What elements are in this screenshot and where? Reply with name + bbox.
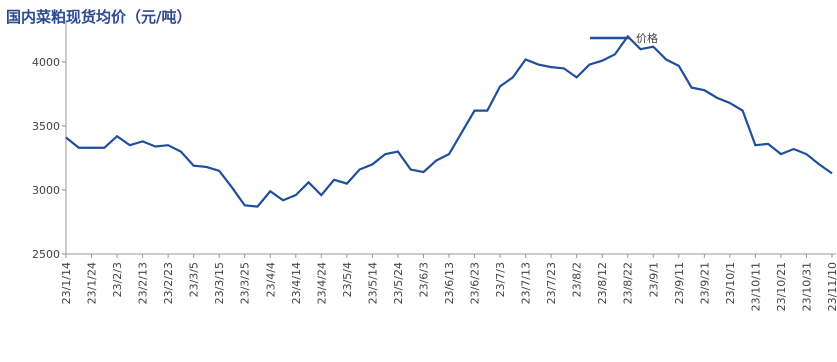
x-tick-label: 23/8/22 bbox=[622, 262, 635, 304]
x-tick-label: 23/4/4 bbox=[264, 262, 277, 297]
legend-label: 价格 bbox=[636, 31, 658, 45]
x-tick-label: 23/1/24 bbox=[86, 262, 99, 304]
x-tick-label: 23/10/31 bbox=[800, 262, 813, 311]
x-tick-label: 23/7/13 bbox=[520, 262, 533, 304]
x-tick-label: 23/6/23 bbox=[469, 262, 482, 304]
x-tick-label: 23/2/3 bbox=[111, 262, 124, 297]
x-tick-label: 23/2/13 bbox=[137, 262, 150, 304]
x-tick-label: 23/8/12 bbox=[596, 262, 609, 304]
x-tick-label: 23/1/14 bbox=[60, 262, 73, 304]
x-tick-label: 23/4/24 bbox=[315, 262, 328, 304]
line bbox=[65, 34, 833, 208]
x-tick-label: 23/7/3 bbox=[494, 262, 507, 297]
x-tick-label: 23/2/23 bbox=[162, 262, 175, 304]
chart-title: 国内菜粕现货均价（元/吨） bbox=[6, 8, 191, 26]
x-tick-label: 23/10/1 bbox=[724, 262, 737, 304]
x-tick-label: 23/7/23 bbox=[545, 262, 558, 304]
y-tick-label: 4000 bbox=[32, 56, 60, 69]
x-tick-label: 23/3/5 bbox=[188, 262, 201, 297]
x-tick-label: 23/6/13 bbox=[443, 262, 456, 304]
y-tick-label: 3500 bbox=[32, 120, 60, 133]
x-tick-label: 23/9/1 bbox=[647, 262, 660, 297]
x-tick-label: 23/9/21 bbox=[698, 262, 711, 304]
x-tick-label: 23/3/25 bbox=[239, 262, 252, 304]
x-tick-label: 23/4/14 bbox=[290, 262, 303, 304]
x-tick-label: 23/5/14 bbox=[366, 262, 379, 304]
x-tick-label: 23/8/2 bbox=[571, 262, 584, 297]
x-tick-label: 23/5/24 bbox=[392, 262, 405, 304]
y-tick-label: 3000 bbox=[32, 184, 60, 197]
x-tick-label: 23/10/11 bbox=[749, 262, 762, 311]
x-tick-label: 23/11/10 bbox=[826, 262, 837, 311]
x-tick-label: 23/10/21 bbox=[775, 262, 788, 311]
x-tick-label: 23/3/15 bbox=[213, 262, 226, 304]
x-tick-label: 23/9/11 bbox=[673, 262, 686, 304]
y-tick-label: 2500 bbox=[32, 248, 60, 261]
x-tick-label: 23/5/4 bbox=[341, 262, 354, 297]
x-tick-label: 23/6/3 bbox=[417, 262, 430, 297]
